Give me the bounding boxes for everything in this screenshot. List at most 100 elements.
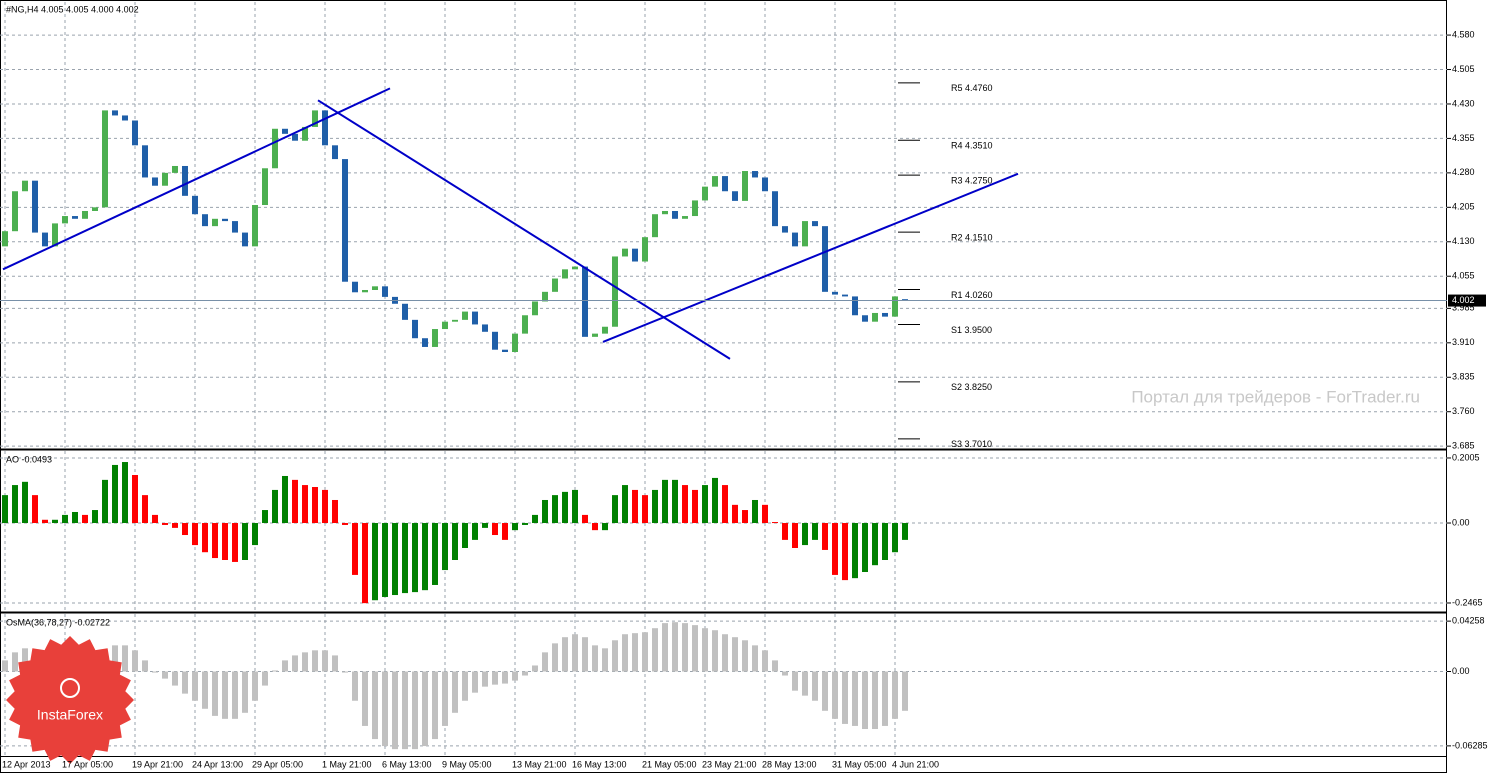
histogram-bar bbox=[672, 479, 678, 524]
histogram-bar bbox=[262, 510, 268, 524]
histogram-bar bbox=[562, 491, 568, 524]
histogram-bar bbox=[622, 634, 628, 672]
candle bbox=[842, 294, 848, 297]
x-tick-label: 29 Apr 05:00 bbox=[252, 759, 303, 769]
candle bbox=[472, 311, 478, 325]
histogram-bar bbox=[612, 640, 618, 672]
candle bbox=[722, 176, 728, 192]
histogram-bar bbox=[832, 671, 838, 719]
x-tick-label: 23 May 21:00 bbox=[702, 759, 757, 769]
histogram-bar bbox=[232, 671, 238, 719]
histogram-bar bbox=[2, 495, 8, 524]
histogram-bar bbox=[242, 671, 248, 713]
candle bbox=[572, 266, 578, 270]
histogram-bar bbox=[852, 523, 858, 579]
candle bbox=[622, 248, 628, 257]
histogram-bar bbox=[322, 650, 328, 672]
histogram-bar bbox=[802, 671, 808, 696]
x-tick-label: 21 May 05:00 bbox=[642, 759, 697, 769]
candle bbox=[852, 296, 858, 316]
histogram-bar bbox=[52, 519, 58, 524]
candle bbox=[442, 321, 448, 330]
histogram-bar bbox=[272, 670, 278, 672]
candle bbox=[332, 145, 338, 160]
histogram-bar bbox=[152, 514, 158, 524]
histogram-bar bbox=[612, 495, 618, 524]
candle bbox=[882, 312, 888, 317]
grid bbox=[0, 2, 1447, 756]
histogram-bar bbox=[772, 660, 778, 672]
histogram-bar bbox=[452, 671, 458, 713]
histogram-bar bbox=[812, 671, 818, 701]
histogram-bar bbox=[482, 671, 488, 687]
pivot-label: S2 3.8250 bbox=[951, 382, 992, 392]
candle bbox=[152, 177, 158, 186]
histogram-bar bbox=[362, 523, 368, 604]
pivot-label: R5 4.4760 bbox=[951, 83, 993, 93]
candle bbox=[642, 237, 648, 262]
y-tick-label: 4.580 bbox=[1452, 29, 1475, 39]
histogram-bar bbox=[352, 523, 358, 575]
candle bbox=[482, 324, 488, 332]
histogram-bar bbox=[892, 523, 898, 553]
histogram-bar bbox=[592, 523, 598, 531]
histogram-bar bbox=[492, 671, 498, 685]
candle bbox=[762, 177, 768, 192]
histogram-bar bbox=[332, 655, 338, 672]
candle bbox=[592, 333, 598, 337]
histogram-bar bbox=[122, 645, 128, 672]
histogram-bar bbox=[182, 523, 188, 536]
candle bbox=[32, 180, 38, 233]
histogram-bar bbox=[112, 464, 118, 524]
histogram-bar bbox=[242, 523, 248, 560]
histogram-bar bbox=[632, 489, 638, 524]
y-tick-label: 3.835 bbox=[1452, 372, 1475, 382]
histogram-bar bbox=[722, 634, 728, 672]
candle bbox=[172, 165, 178, 173]
candle bbox=[22, 180, 28, 192]
y-tick-label: -0.06285 bbox=[1452, 740, 1488, 750]
histogram-bar bbox=[172, 523, 178, 528]
histogram-bar bbox=[462, 523, 468, 548]
indicator-title: AO -0.0493 bbox=[6, 454, 52, 464]
histogram-bar bbox=[192, 671, 198, 701]
histogram-bar bbox=[312, 487, 318, 524]
histogram-bar bbox=[602, 523, 608, 531]
histogram-bar bbox=[862, 671, 868, 730]
histogram-bar bbox=[252, 523, 258, 546]
candle bbox=[162, 172, 168, 186]
histogram-bar bbox=[502, 523, 508, 540]
histogram-bar bbox=[512, 523, 518, 531]
y-tick-label: 4.430 bbox=[1452, 98, 1475, 108]
histogram-bar bbox=[282, 660, 288, 672]
histogram-bar bbox=[202, 523, 208, 553]
histogram-bar bbox=[552, 643, 558, 672]
histogram-bar bbox=[442, 671, 448, 726]
histogram-bar bbox=[552, 495, 558, 524]
histogram-bar bbox=[692, 625, 698, 672]
pivot-label: R3 4.2750 bbox=[951, 176, 993, 186]
pivot-label: R4 4.3510 bbox=[951, 141, 993, 151]
histogram-bar bbox=[712, 630, 718, 672]
histogram-bar bbox=[432, 523, 438, 585]
candle bbox=[782, 226, 788, 233]
histogram-bar bbox=[292, 479, 298, 524]
histogram-bar bbox=[872, 671, 878, 730]
histogram-bar bbox=[732, 637, 738, 672]
pivot-label: R1 4.0260 bbox=[951, 290, 993, 300]
candle bbox=[902, 299, 908, 301]
candle bbox=[272, 128, 278, 169]
histogram-bar bbox=[62, 514, 68, 524]
candle bbox=[322, 110, 328, 146]
histogram-bar bbox=[162, 671, 168, 679]
candle bbox=[402, 303, 408, 320]
histogram-bar bbox=[532, 514, 538, 524]
indicator-title: OsMA(36,78,27) -0.02722 bbox=[6, 617, 110, 627]
histogram-bar bbox=[502, 671, 508, 684]
histogram-bar bbox=[782, 523, 788, 540]
candle bbox=[612, 256, 618, 327]
histogram-bar bbox=[142, 495, 148, 524]
histogram-bar bbox=[412, 671, 418, 750]
y-tick-label: 0.00 bbox=[1452, 517, 1470, 527]
histogram-bar bbox=[542, 499, 548, 524]
